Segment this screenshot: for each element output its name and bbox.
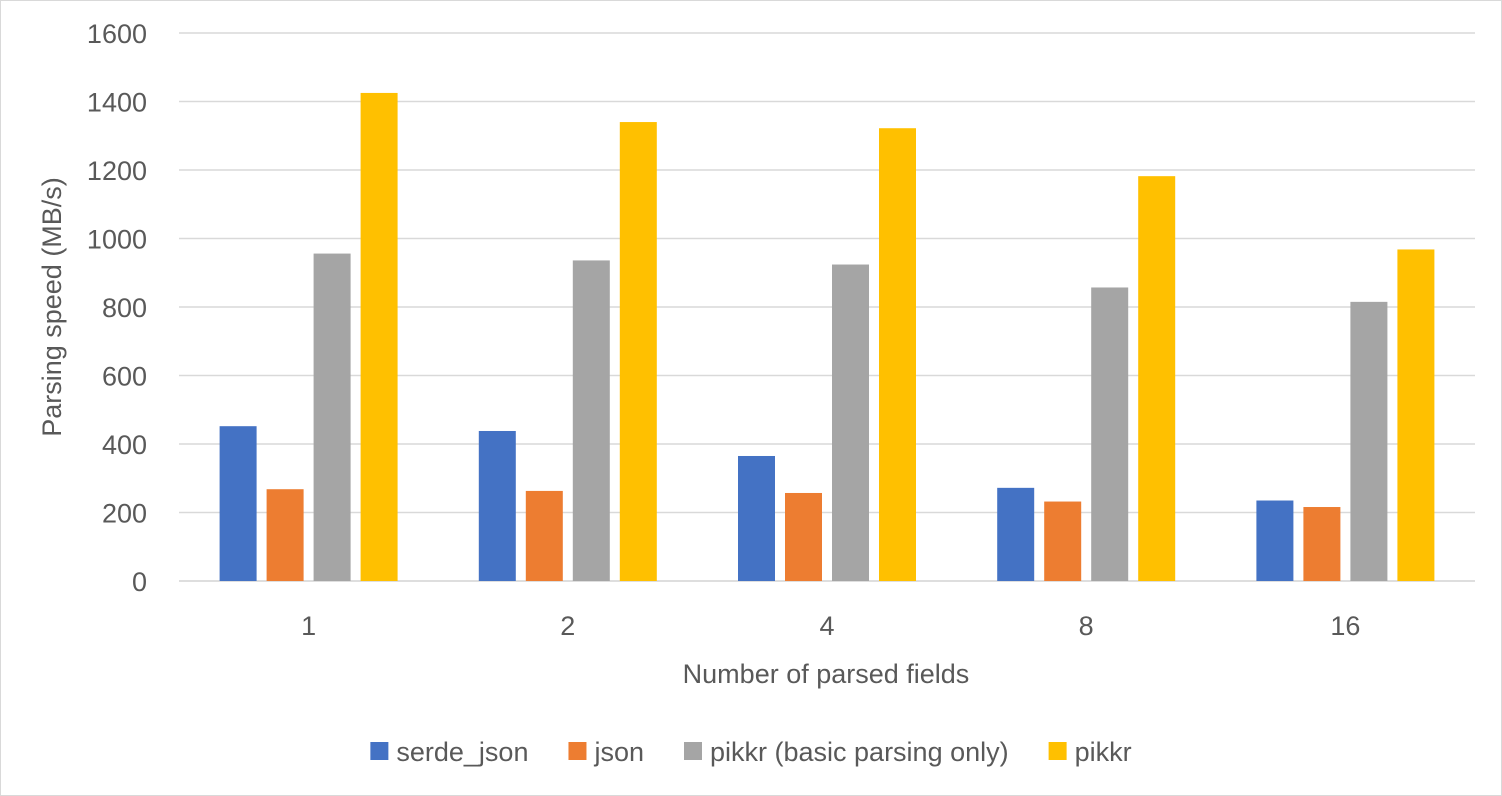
bar-pikkr-basic-parsing-only--2	[572, 260, 610, 581]
bar-serde-json-4	[738, 455, 775, 581]
bar-pikkr-basic-parsing-only--4	[832, 264, 869, 581]
y-tick-label: 200	[102, 499, 147, 529]
legend-label: pikkr (basic parsing only)	[710, 737, 1009, 767]
x-tick-label: 16	[1330, 611, 1360, 641]
y-tick-label: 1000	[87, 225, 147, 255]
bar-pikkr-basic-parsing-only--1	[313, 253, 351, 581]
legend-label: pikkr	[1075, 737, 1132, 767]
x-tick-label: 4	[819, 611, 834, 641]
y-axis-title: Parsing speed (MB/s)	[37, 177, 67, 437]
legend-label: json	[593, 737, 644, 767]
bar-pikkr-1	[360, 92, 398, 581]
legend-swatch	[370, 742, 389, 760]
x-tick-label: 8	[1079, 611, 1094, 641]
x-tick-label: 1	[301, 611, 316, 641]
legend-swatch	[684, 742, 702, 760]
bar-serde-json-8	[997, 487, 1035, 581]
y-tick-label: 600	[102, 362, 147, 392]
bar-json-4	[785, 492, 822, 581]
bar-json-1	[266, 489, 304, 581]
x-tick-label: 2	[560, 611, 575, 641]
y-tick-label: 1200	[87, 156, 147, 186]
bar-json-16	[1303, 507, 1341, 581]
y-tick-label: 1600	[87, 19, 147, 49]
bar-serde-json-2	[478, 430, 516, 581]
y-tick-labels: 0 200 400 600 800 1000 1200 1400 1600	[87, 19, 147, 597]
bar-json-2	[525, 490, 563, 581]
bar-serde-json-1	[219, 426, 257, 581]
y-tick-label: 1400	[87, 88, 147, 118]
legend-swatch	[1048, 742, 1067, 760]
y-tick-label: 400	[102, 430, 147, 460]
bar-pikkr-basic-parsing-only--16	[1350, 301, 1388, 581]
bar-pikkr-8	[1138, 176, 1176, 582]
bar-pikkr-4	[879, 128, 916, 581]
bar-serde-json-16	[1256, 500, 1294, 581]
legend: serde_json json pikkr (basic parsing only)…	[370, 737, 1132, 767]
bar-pikkr-16	[1397, 249, 1435, 581]
legend-label: serde_json	[396, 737, 528, 767]
y-tick-label: 800	[102, 293, 147, 323]
legend-swatch	[568, 742, 587, 760]
bar-pikkr-basic-parsing-only--8	[1091, 287, 1129, 581]
y-tick-label: 0	[132, 567, 147, 597]
x-axis-title: Number of parsed fields	[683, 659, 970, 689]
bars	[219, 92, 1435, 582]
x-tick-labels: 1 2 4 8 16	[301, 611, 1360, 641]
bar-json-8	[1044, 501, 1082, 581]
bar-pikkr-2	[619, 122, 657, 582]
